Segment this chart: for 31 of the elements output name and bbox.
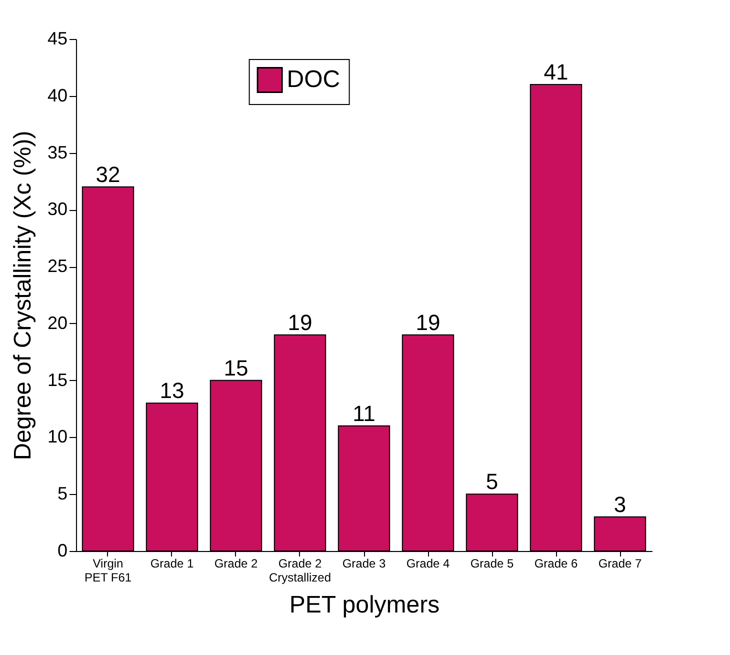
y-tick-label: 5 bbox=[57, 484, 68, 504]
y-tick-label: 20 bbox=[47, 312, 68, 333]
x-tick-label: Grade 1 bbox=[150, 556, 194, 570]
y-tick-label: 30 bbox=[47, 199, 68, 220]
data-label: 19 bbox=[416, 310, 440, 335]
x-tick-label: Grade 2 Crystallized bbox=[268, 556, 332, 584]
x-tick-label: Grade 7 bbox=[598, 556, 642, 570]
y-tick-label: 10 bbox=[47, 426, 68, 447]
data-label: 19 bbox=[288, 310, 312, 335]
data-label: 15 bbox=[224, 355, 248, 380]
y-tick-label: 45 bbox=[47, 28, 68, 48]
y-tick-label: 15 bbox=[47, 370, 68, 390]
data-label: 41 bbox=[544, 60, 568, 85]
data-label: 3 bbox=[614, 492, 626, 517]
data-label: 32 bbox=[96, 162, 120, 187]
x-tick-label: Grade 5 bbox=[470, 556, 514, 570]
x-axis-title: PET polymers bbox=[289, 592, 440, 618]
y-tick-label: 35 bbox=[47, 142, 68, 162]
x-tick-label: Grade 3 bbox=[342, 556, 386, 570]
x-tick-label: Grade 2 bbox=[214, 556, 258, 570]
y-tick-label: 0 bbox=[57, 540, 68, 560]
y-axis-title: Degree of Crystallinity (Xc (%)) bbox=[9, 130, 36, 460]
x-tick-label: Grade 4 bbox=[406, 556, 450, 570]
y-tick-label: 40 bbox=[47, 85, 68, 106]
legend-label: DOC bbox=[286, 66, 340, 93]
y-tick-label: 25 bbox=[47, 256, 68, 276]
data-label: 13 bbox=[160, 378, 184, 404]
data-label: 5 bbox=[486, 469, 498, 494]
data-label: 11 bbox=[352, 400, 376, 426]
x-tick-label: Grade 6 bbox=[534, 556, 578, 570]
x-tick-label: Virgin PET F61 bbox=[84, 556, 132, 584]
